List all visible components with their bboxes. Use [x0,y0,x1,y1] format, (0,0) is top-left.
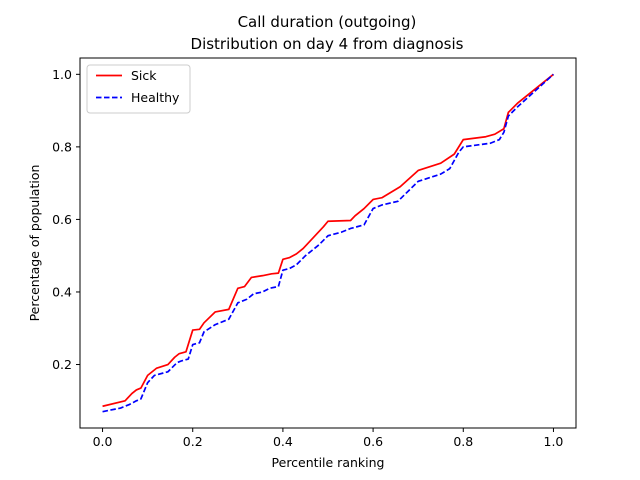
x-tick-label: 0.6 [363,434,383,449]
chart-subtitle: Distribution on day 4 from diagnosis [191,35,464,53]
y-tick-label: 0.4 [52,284,72,299]
x-tick-label: 0.2 [183,434,203,449]
x-tick-label: 0.0 [93,434,113,449]
x-tick-label: 0.4 [273,434,293,449]
chart-title: Call duration (outgoing) [238,13,417,31]
legend: Sick Healthy [86,64,191,114]
series-line-sick [102,73,554,408]
x-tick-label: 0.8 [453,434,473,449]
legend-healthy-label: Healthy [131,90,180,105]
y-tick-label: 0.8 [52,139,72,154]
y-tick-label: 1.0 [52,67,72,82]
y-tick-label: 0.6 [52,212,72,227]
ticks-layer: 0.0 0.2 0.4 0.6 0.8 1.0 0.2 0.4 0.6 0.8 1.0 [52,67,563,449]
legend-box [86,64,191,114]
x-axis-label: Percentile ranking [272,455,385,470]
y-axis-label: Percentage of population [27,165,42,322]
series-layer [102,73,555,413]
plot-frame [79,57,577,429]
series-line-healthy [102,73,555,413]
x-tick-label: 1.0 [544,434,564,449]
y-tick-label: 0.2 [52,357,72,372]
legend-sick-label: Sick [131,68,157,83]
